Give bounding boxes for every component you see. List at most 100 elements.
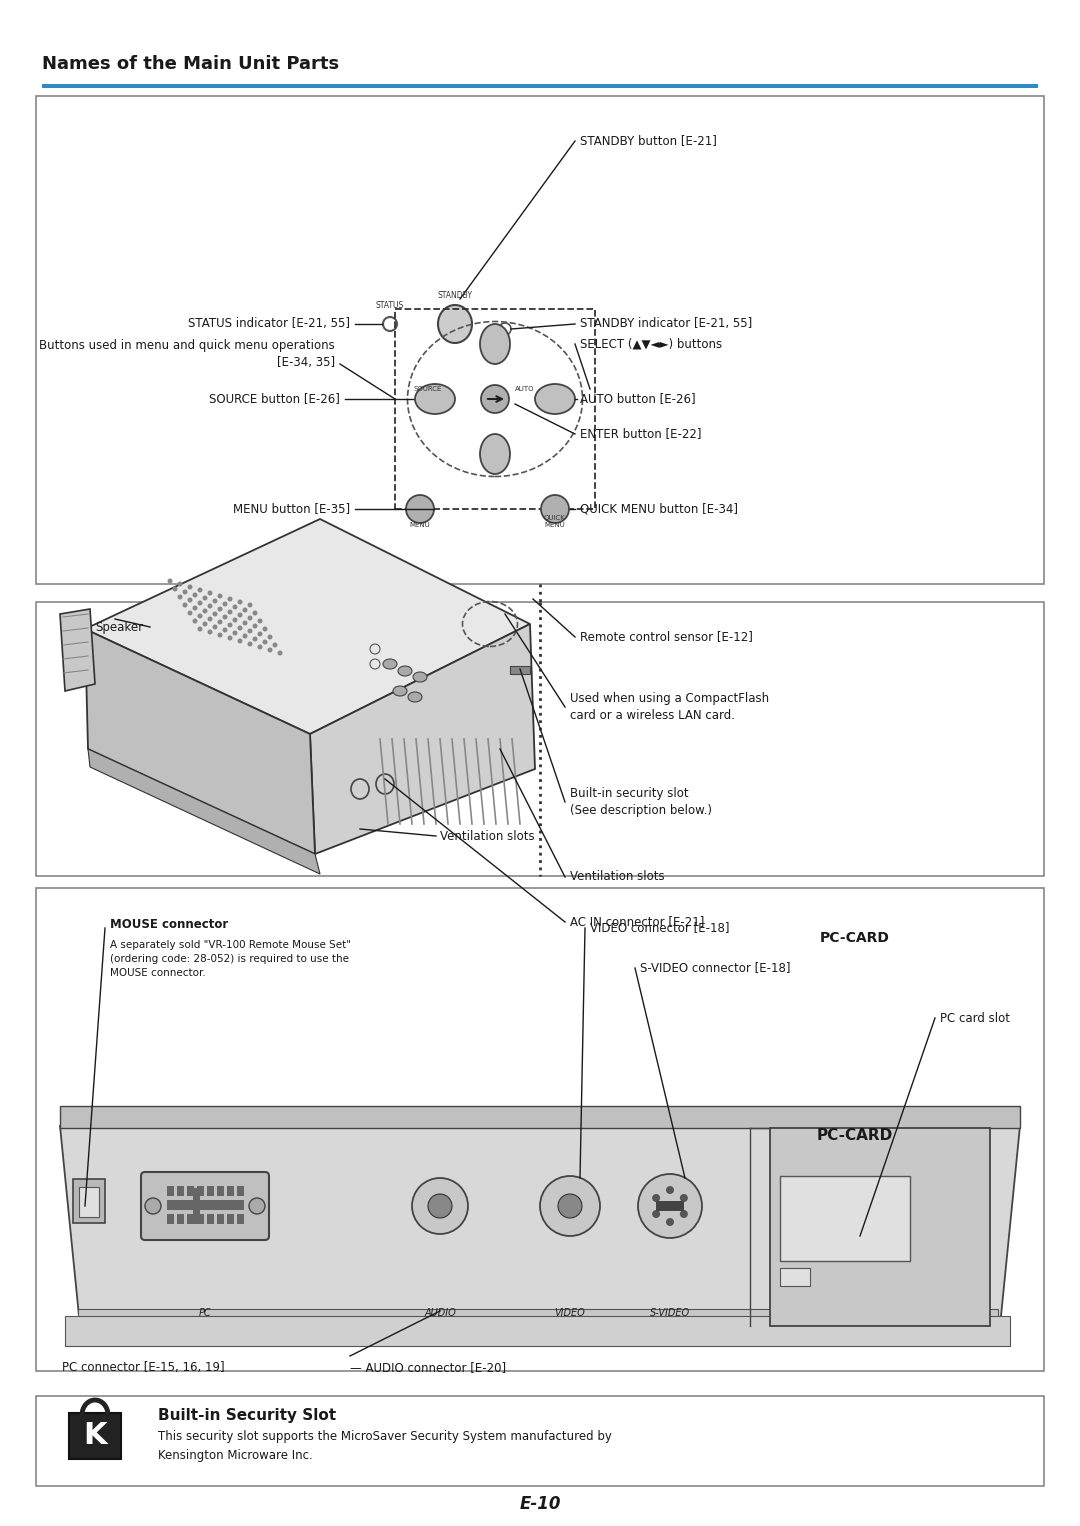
Circle shape (238, 612, 243, 618)
Text: QUICK
MENU: QUICK MENU (544, 514, 566, 528)
Bar (187, 1215, 194, 1224)
Circle shape (183, 603, 188, 607)
Bar (177, 1199, 184, 1210)
Circle shape (257, 618, 262, 624)
Text: AC IN connector [E-21]: AC IN connector [E-21] (570, 916, 704, 928)
Ellipse shape (480, 324, 510, 365)
Bar (217, 1199, 224, 1210)
Text: STATUS: STATUS (376, 301, 404, 310)
Text: Ventilation slots: Ventilation slots (570, 870, 664, 884)
Bar (187, 1199, 194, 1210)
Text: Speaker: Speaker (95, 621, 144, 633)
Text: PC connector [E-15, 16, 19]: PC connector [E-15, 16, 19] (62, 1361, 225, 1373)
Text: S-VIDEO: S-VIDEO (650, 1308, 690, 1318)
Circle shape (207, 603, 213, 609)
Ellipse shape (399, 665, 411, 676)
Circle shape (213, 612, 217, 617)
Circle shape (638, 1173, 702, 1238)
Circle shape (238, 600, 243, 604)
Circle shape (222, 627, 228, 632)
Text: — AUDIO connector [E-20]: — AUDIO connector [E-20] (350, 1361, 507, 1373)
Bar (227, 1215, 234, 1224)
Text: A separately sold "VR-100 Remote Mouse Set"
(ordering code: 28-052) is required : A separately sold "VR-100 Remote Mouse S… (110, 940, 351, 978)
Polygon shape (85, 629, 315, 855)
Circle shape (257, 632, 262, 636)
Text: MENU: MENU (409, 522, 430, 528)
Bar (167, 1186, 174, 1196)
Circle shape (213, 624, 217, 630)
Circle shape (207, 630, 213, 635)
Text: PC card slot: PC card slot (940, 1012, 1010, 1024)
Polygon shape (60, 609, 95, 691)
Circle shape (247, 615, 253, 621)
Circle shape (652, 1210, 660, 1218)
Bar (237, 1186, 244, 1196)
Circle shape (247, 629, 253, 633)
Text: PC-CARD: PC-CARD (816, 1129, 893, 1143)
Text: PC-CARD: PC-CARD (820, 931, 890, 945)
Circle shape (238, 626, 243, 630)
Circle shape (203, 609, 207, 613)
Text: AUTO: AUTO (515, 386, 535, 392)
Bar (42, 84, 1038, 89)
Circle shape (207, 591, 213, 595)
Text: Ventilation slots: Ventilation slots (440, 830, 535, 842)
Polygon shape (87, 749, 320, 874)
Ellipse shape (413, 671, 427, 682)
Bar (656, 1201, 684, 1212)
Bar (60, 1106, 1020, 1128)
Bar (78, 1309, 998, 1329)
Ellipse shape (481, 385, 509, 414)
Text: STANDBY: STANDBY (437, 291, 473, 301)
Bar (207, 1215, 214, 1224)
Bar (167, 1199, 243, 1210)
FancyBboxPatch shape (73, 1180, 105, 1222)
Bar (187, 1186, 194, 1196)
Circle shape (217, 620, 222, 624)
Text: STATUS indicator [E-21, 55]: STATUS indicator [E-21, 55] (188, 317, 350, 331)
Circle shape (177, 595, 183, 600)
Circle shape (247, 603, 253, 607)
Bar (237, 1199, 244, 1210)
Circle shape (238, 638, 243, 644)
Bar (237, 1215, 244, 1224)
Text: AUTO button [E-26]: AUTO button [E-26] (580, 392, 696, 406)
Text: MENU button [E-35]: MENU button [E-35] (233, 502, 350, 516)
Circle shape (222, 601, 228, 606)
Bar (197, 1186, 204, 1196)
Bar (780, 1177, 910, 1260)
Circle shape (198, 588, 203, 592)
Circle shape (253, 624, 257, 629)
Circle shape (679, 1210, 688, 1218)
Bar (65, 1315, 1010, 1346)
Circle shape (558, 1193, 582, 1218)
Circle shape (253, 610, 257, 615)
Text: K: K (83, 1422, 107, 1451)
Text: SOURCE: SOURCE (413, 386, 442, 392)
Text: Remote control sensor [E-12]: Remote control sensor [E-12] (580, 630, 753, 644)
Circle shape (198, 601, 203, 606)
Circle shape (192, 618, 198, 624)
Bar (217, 1186, 224, 1196)
Circle shape (203, 621, 207, 627)
Polygon shape (85, 519, 530, 734)
FancyBboxPatch shape (79, 1187, 99, 1218)
Circle shape (207, 617, 213, 621)
Text: This security slot supports the MicroSaver Security System manufactured by
Kensi: This security slot supports the MicroSav… (158, 1430, 612, 1462)
Circle shape (177, 581, 183, 586)
Ellipse shape (406, 494, 434, 523)
Text: STANDBY button [E-21]: STANDBY button [E-21] (580, 134, 717, 148)
Bar (207, 1199, 214, 1210)
Circle shape (222, 615, 228, 620)
Bar (197, 1215, 204, 1224)
Circle shape (167, 578, 173, 583)
Bar (227, 1186, 234, 1196)
Circle shape (228, 635, 232, 641)
Text: ENTER button [E-22]: ENTER button [E-22] (580, 427, 702, 441)
Text: S-VIDEO connector [E-18]: S-VIDEO connector [E-18] (640, 961, 791, 975)
Bar (177, 1215, 184, 1224)
Polygon shape (310, 624, 535, 855)
Text: SELECT (▲▼◄►) buttons: SELECT (▲▼◄►) buttons (580, 337, 723, 351)
Text: Built-in Security Slot: Built-in Security Slot (158, 1408, 336, 1424)
Circle shape (217, 606, 222, 612)
